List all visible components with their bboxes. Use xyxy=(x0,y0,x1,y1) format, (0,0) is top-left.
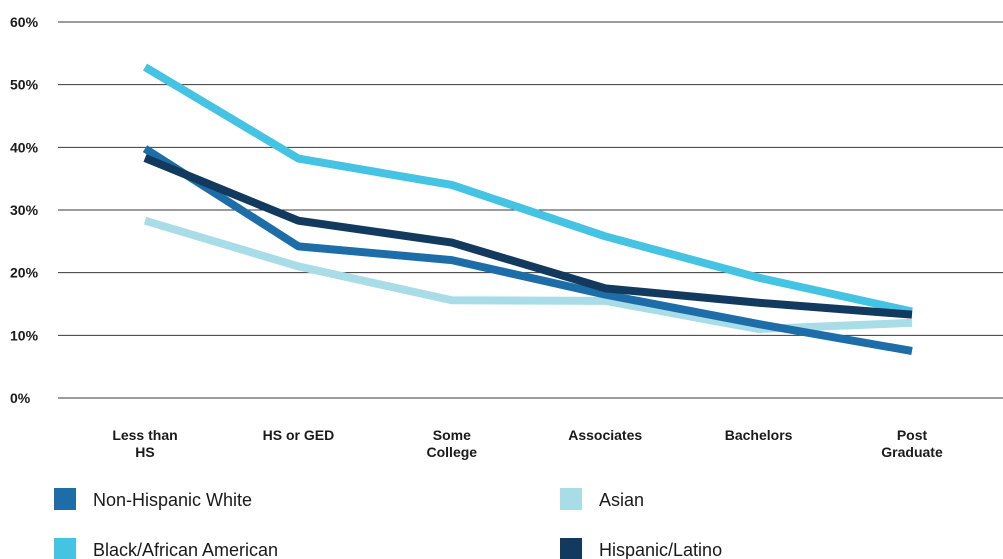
legend-label: Asian xyxy=(599,490,644,510)
x-tick-label-line: Post xyxy=(897,427,928,443)
x-tick-label-line: Less than xyxy=(112,427,177,443)
x-tick-label-line: Graduate xyxy=(881,444,943,460)
legend-label: Hispanic/Latino xyxy=(599,540,722,559)
x-tick-label: Less than HS xyxy=(112,427,177,460)
x-tick-label-line: Some xyxy=(433,427,471,443)
x-tick-label-line: Associates xyxy=(568,427,642,443)
x-axis-ticks: Less than HS HS or GED Some College Associate… xyxy=(112,427,943,460)
legend-label: Black/African American xyxy=(93,540,278,559)
series-lines xyxy=(142,63,913,355)
x-tick-label: Associates xyxy=(568,427,642,443)
legend-label: Non-Hispanic White xyxy=(93,490,252,510)
y-tick-label: 10% xyxy=(10,327,39,343)
y-tick-label: 40% xyxy=(10,139,39,155)
grid xyxy=(58,21,1003,399)
series-line-hispanic-latino xyxy=(143,154,913,319)
legend-swatch xyxy=(560,488,582,510)
legend-swatch xyxy=(54,488,76,510)
series-line-non-hispanic-white xyxy=(142,145,913,355)
y-axis-ticks: 0% 10% 20% 30% 40% 50% 60% xyxy=(10,14,39,406)
x-tick-label-line: HS xyxy=(135,444,154,460)
x-tick-label: Post Graduate xyxy=(881,427,943,460)
legend: Non-Hispanic White Asian Black/African Ame… xyxy=(54,488,722,559)
series-line-black-african-american xyxy=(142,63,913,316)
y-tick-label: 0% xyxy=(10,390,31,406)
y-tick-label: 30% xyxy=(10,202,39,218)
legend-swatch xyxy=(560,538,582,559)
x-tick-label: Bachelors xyxy=(725,427,793,443)
legend-swatch xyxy=(54,538,76,559)
y-tick-label: 50% xyxy=(10,77,39,93)
x-tick-label-line: Bachelors xyxy=(725,427,793,443)
y-tick-label: 60% xyxy=(10,14,39,30)
x-tick-label-line: HS or GED xyxy=(263,427,335,443)
x-tick-label-line: College xyxy=(427,444,478,460)
x-tick-label: Some College xyxy=(427,427,478,460)
x-tick-label: HS or GED xyxy=(263,427,335,443)
y-tick-label: 20% xyxy=(10,265,39,281)
